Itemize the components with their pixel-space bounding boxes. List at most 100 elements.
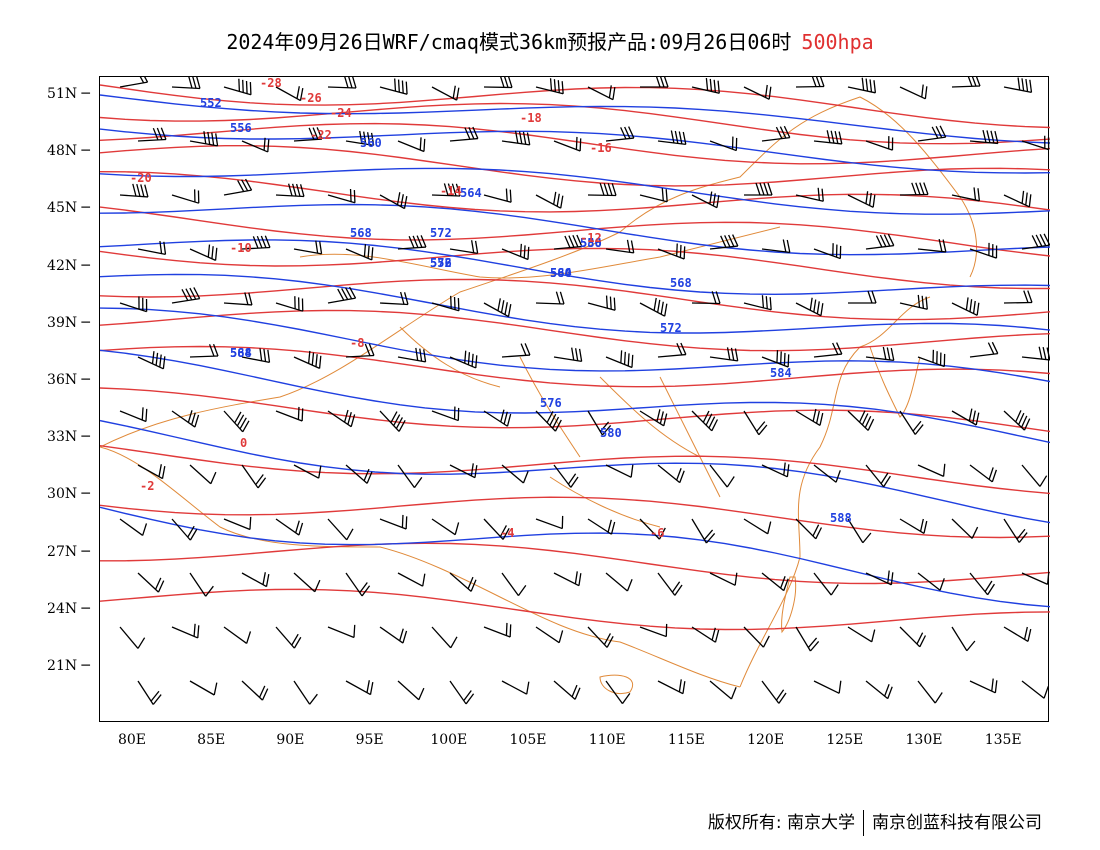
lon-tick-label: 130E (905, 732, 943, 748)
wind-barb (709, 572, 738, 586)
wind-barb (171, 77, 201, 90)
china-border-south (100, 446, 741, 688)
wind-barb (293, 350, 322, 369)
wind-barb (761, 462, 790, 478)
wind-barb (795, 187, 824, 202)
wind-barb (449, 680, 475, 705)
lat-tick-label: 27N ─ (47, 543, 90, 560)
wind-barb (189, 244, 218, 261)
wind-barb (327, 518, 354, 541)
wind-barb (639, 297, 668, 317)
height-contour-label: 556 (580, 236, 602, 250)
lat-tick-label: 39N ─ (47, 314, 90, 331)
temperature-contour-label: 0 (240, 436, 247, 450)
wind-barb (951, 626, 976, 652)
wind-barb (345, 130, 375, 147)
contour-labels: 552 552 556 556 560 560 564 564 568 568 572 572 576 5… (130, 77, 852, 540)
wind-barb (587, 183, 617, 197)
wind-barb (899, 626, 927, 648)
wind-barb (639, 409, 668, 427)
wind-barb (691, 518, 716, 544)
wind-barb (951, 408, 980, 426)
wind-barb (605, 350, 634, 369)
wind-barb (743, 518, 772, 535)
height-contour-line (100, 94, 1050, 144)
wind-barb (449, 463, 478, 479)
copyright-footer: 版权所有: 南京大学 南京创蓝科技有限公司 (708, 808, 1042, 836)
taiwan (781, 576, 797, 634)
height-contour-label: 552 (200, 96, 222, 110)
wind-barb (795, 297, 824, 317)
wind-barb (345, 572, 371, 597)
temperature-contour-line (100, 445, 1050, 495)
lat-tick-label: 21N ─ (47, 658, 90, 674)
height-contour-label: 584 (770, 366, 792, 380)
wind-barb (137, 351, 166, 370)
wind-barb (119, 77, 149, 88)
wind-barb (189, 343, 219, 358)
wind-barb (951, 187, 981, 202)
wind-barb (483, 622, 512, 638)
wind-barb (743, 410, 768, 436)
wind-barb (275, 406, 304, 422)
wind-barb (275, 296, 304, 312)
wind-barb (379, 192, 408, 210)
height-contour-label: 584 (550, 266, 572, 280)
wind-barb (327, 188, 356, 204)
wind-barb (605, 239, 635, 254)
wind-barb (847, 410, 875, 431)
wind-barb (119, 518, 148, 536)
wind-barb (501, 464, 529, 484)
wind-barb (449, 126, 479, 142)
footer-divider (863, 810, 864, 836)
wind-barb (241, 348, 271, 363)
wind-barb (327, 409, 356, 428)
wind-barb (293, 240, 323, 255)
wind-barb (657, 464, 685, 484)
height-contour-line (100, 203, 1050, 256)
wind-barb (223, 292, 253, 306)
height-contour-label: 560 (360, 136, 382, 150)
wind-barb (847, 191, 876, 208)
wind-barb (969, 129, 999, 145)
wind-barb (969, 572, 995, 596)
wind-barb (605, 680, 631, 705)
wind-barb (223, 516, 252, 531)
wind-barb (639, 623, 668, 638)
lon-tick-label: 105E (509, 732, 547, 748)
wind-barb (223, 178, 253, 196)
wind-barb (327, 77, 357, 89)
wind-barb (657, 130, 687, 146)
wind-barb (691, 191, 720, 209)
wind-barb (899, 182, 929, 196)
wind-barb (293, 680, 318, 705)
copyright-right: 南京创蓝科技有限公司 (872, 813, 1042, 833)
height-contour-label: 588 (230, 346, 252, 360)
wind-barb (761, 350, 790, 368)
height-contour-line (100, 419, 1050, 524)
wind-barb (1021, 233, 1050, 250)
wind-barb (535, 191, 564, 209)
wind-barb (379, 410, 406, 432)
height-contour-line (100, 128, 1050, 174)
lat-tick-label: 42N ─ (47, 257, 90, 274)
lon-tick-label: 80E (117, 732, 147, 748)
temperature-contour-label: -8 (350, 336, 364, 350)
wind-barb (241, 464, 267, 489)
wind-barb (501, 243, 530, 261)
height-contour-label: 564 (460, 186, 482, 200)
wind-barb (865, 464, 891, 488)
wind-barb (761, 680, 787, 704)
wind-barb (605, 572, 633, 592)
lat-tick-label: 48N ─ (47, 143, 90, 160)
height-contour-line (100, 307, 1050, 383)
wind-barb (847, 626, 876, 643)
lon-tick-label: 85E (197, 732, 226, 748)
wind-barb (691, 77, 720, 94)
wind-barb (657, 243, 686, 260)
wind-barb (969, 242, 998, 259)
wind-barb (119, 183, 149, 198)
wind-barb (813, 464, 841, 483)
wind-barb (813, 243, 842, 260)
temperature-contour-line (100, 387, 1050, 433)
